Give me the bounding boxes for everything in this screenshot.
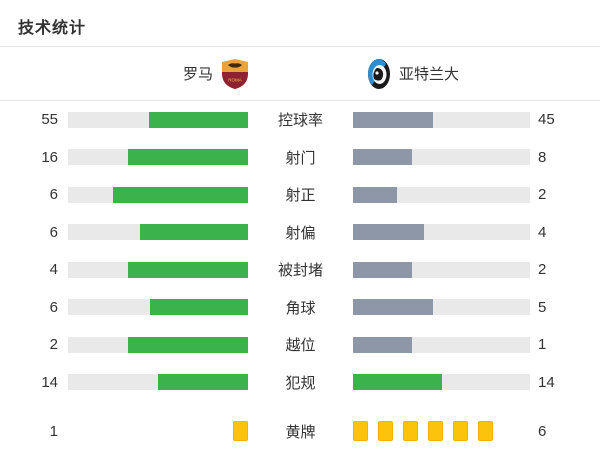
home-value: 6 bbox=[49, 223, 58, 241]
stat-row-射正: 6 射正 2 bbox=[0, 176, 600, 214]
home-bar-track bbox=[68, 336, 248, 353]
away-yellow-cards bbox=[353, 421, 530, 441]
home-team-name: 罗马 bbox=[182, 66, 213, 83]
stat-row-射门: 16 射门 8 bbox=[0, 139, 600, 177]
away-bar-track bbox=[353, 336, 530, 353]
stat-label: 被封堵 bbox=[277, 262, 323, 280]
away-bar-track bbox=[353, 261, 530, 278]
away-bar-track bbox=[353, 186, 530, 203]
home-value: 6 bbox=[49, 186, 58, 204]
away-bar-fill bbox=[353, 336, 412, 353]
home-value: 14 bbox=[41, 373, 58, 391]
stat-row-越位: 2 越位 1 bbox=[0, 326, 600, 364]
away-value: 14 bbox=[538, 373, 555, 391]
away-value: 4 bbox=[538, 223, 547, 241]
home-bar-fill bbox=[128, 261, 248, 278]
home-bar-fill bbox=[140, 224, 248, 241]
away-value: 45 bbox=[538, 111, 555, 129]
away-bar-track bbox=[353, 374, 530, 391]
stat-row-射偏: 6 射偏 4 bbox=[0, 214, 600, 252]
home-value: 6 bbox=[49, 298, 58, 316]
stat-row-控球率: 55 控球率 45 bbox=[0, 101, 600, 139]
away-team-name: 亚特兰大 bbox=[399, 66, 460, 83]
away-value: 1 bbox=[538, 336, 547, 354]
home-bar-fill bbox=[113, 186, 248, 203]
team-header: 罗马 ROMA 亚特兰 bbox=[0, 47, 600, 101]
stat-row-犯规: 14 犯规 14 bbox=[0, 364, 600, 402]
stat-row-角球: 6 角球 5 bbox=[0, 289, 600, 327]
away-bar-fill bbox=[353, 111, 433, 128]
yellow-card-icon bbox=[478, 421, 493, 441]
stat-label: 射正 bbox=[285, 187, 316, 205]
svg-text:ROMA: ROMA bbox=[228, 77, 242, 82]
away-bar-fill bbox=[353, 149, 412, 166]
yellow-card-icon bbox=[428, 421, 443, 441]
yellow-card-icon bbox=[403, 421, 418, 441]
home-team-header: 罗马 ROMA bbox=[68, 58, 248, 89]
yellow-card-icon bbox=[378, 421, 393, 441]
stat-label: 射偏 bbox=[285, 224, 316, 242]
stats-table: 55 控球率 45 16 射门 8 6 射正 2 6 射偏 4 4 被封堵 2 6 角球 5 2 越位 1 14 犯规 14 1… bbox=[0, 101, 600, 453]
stat-label: 犯规 bbox=[285, 374, 316, 392]
away-bar-fill bbox=[353, 299, 434, 316]
away-bar-track bbox=[353, 149, 530, 166]
away-value: 8 bbox=[538, 148, 547, 166]
home-value: 2 bbox=[49, 336, 58, 354]
away-value: 2 bbox=[538, 261, 547, 279]
away-bar-track bbox=[353, 299, 530, 316]
home-bar-track bbox=[68, 186, 248, 203]
away-team-header: 亚特兰大 bbox=[353, 58, 530, 89]
home-bar-fill bbox=[128, 149, 248, 166]
stat-row-被封堵: 4 被封堵 2 bbox=[0, 251, 600, 289]
yellow-card-icon bbox=[353, 421, 368, 441]
home-bar-fill bbox=[149, 299, 248, 316]
home-value: 55 bbox=[41, 111, 58, 129]
home-bar-track bbox=[68, 374, 248, 391]
away-value: 6 bbox=[538, 422, 547, 440]
home-yellow-cards bbox=[68, 421, 248, 441]
home-value: 16 bbox=[41, 148, 58, 166]
away-bar-fill bbox=[353, 224, 424, 241]
page-title: 技术统计 bbox=[0, 0, 600, 47]
away-bar-fill bbox=[353, 186, 398, 203]
home-bar-fill bbox=[158, 374, 248, 391]
away-value: 5 bbox=[538, 298, 547, 316]
stat-label: 角球 bbox=[285, 299, 316, 317]
away-bar-track bbox=[353, 224, 530, 241]
home-bar-track bbox=[68, 111, 248, 128]
atalanta-crest-icon bbox=[368, 58, 390, 89]
stat-label: 越位 bbox=[285, 337, 316, 355]
home-bar-fill bbox=[149, 111, 248, 128]
yellow-card-icon bbox=[233, 421, 248, 441]
stat-label: 射门 bbox=[285, 149, 316, 167]
away-bar-fill bbox=[353, 261, 412, 278]
stat-label: 黄牌 bbox=[285, 423, 316, 441]
home-bar-track bbox=[68, 224, 248, 241]
home-bar-track bbox=[68, 299, 248, 316]
stat-label: 控球率 bbox=[277, 112, 323, 130]
stat-row-黄牌: 1 黄牌 6 bbox=[0, 401, 600, 453]
away-bar-fill bbox=[353, 374, 442, 391]
yellow-card-icon bbox=[453, 421, 468, 441]
home-value: 4 bbox=[49, 261, 58, 279]
home-bar-track bbox=[68, 261, 248, 278]
roma-crest-icon: ROMA bbox=[222, 58, 248, 89]
away-bar-track bbox=[353, 111, 530, 128]
home-bar-fill bbox=[128, 336, 248, 353]
home-value: 1 bbox=[49, 422, 58, 440]
away-value: 2 bbox=[538, 186, 547, 204]
home-bar-track bbox=[68, 149, 248, 166]
